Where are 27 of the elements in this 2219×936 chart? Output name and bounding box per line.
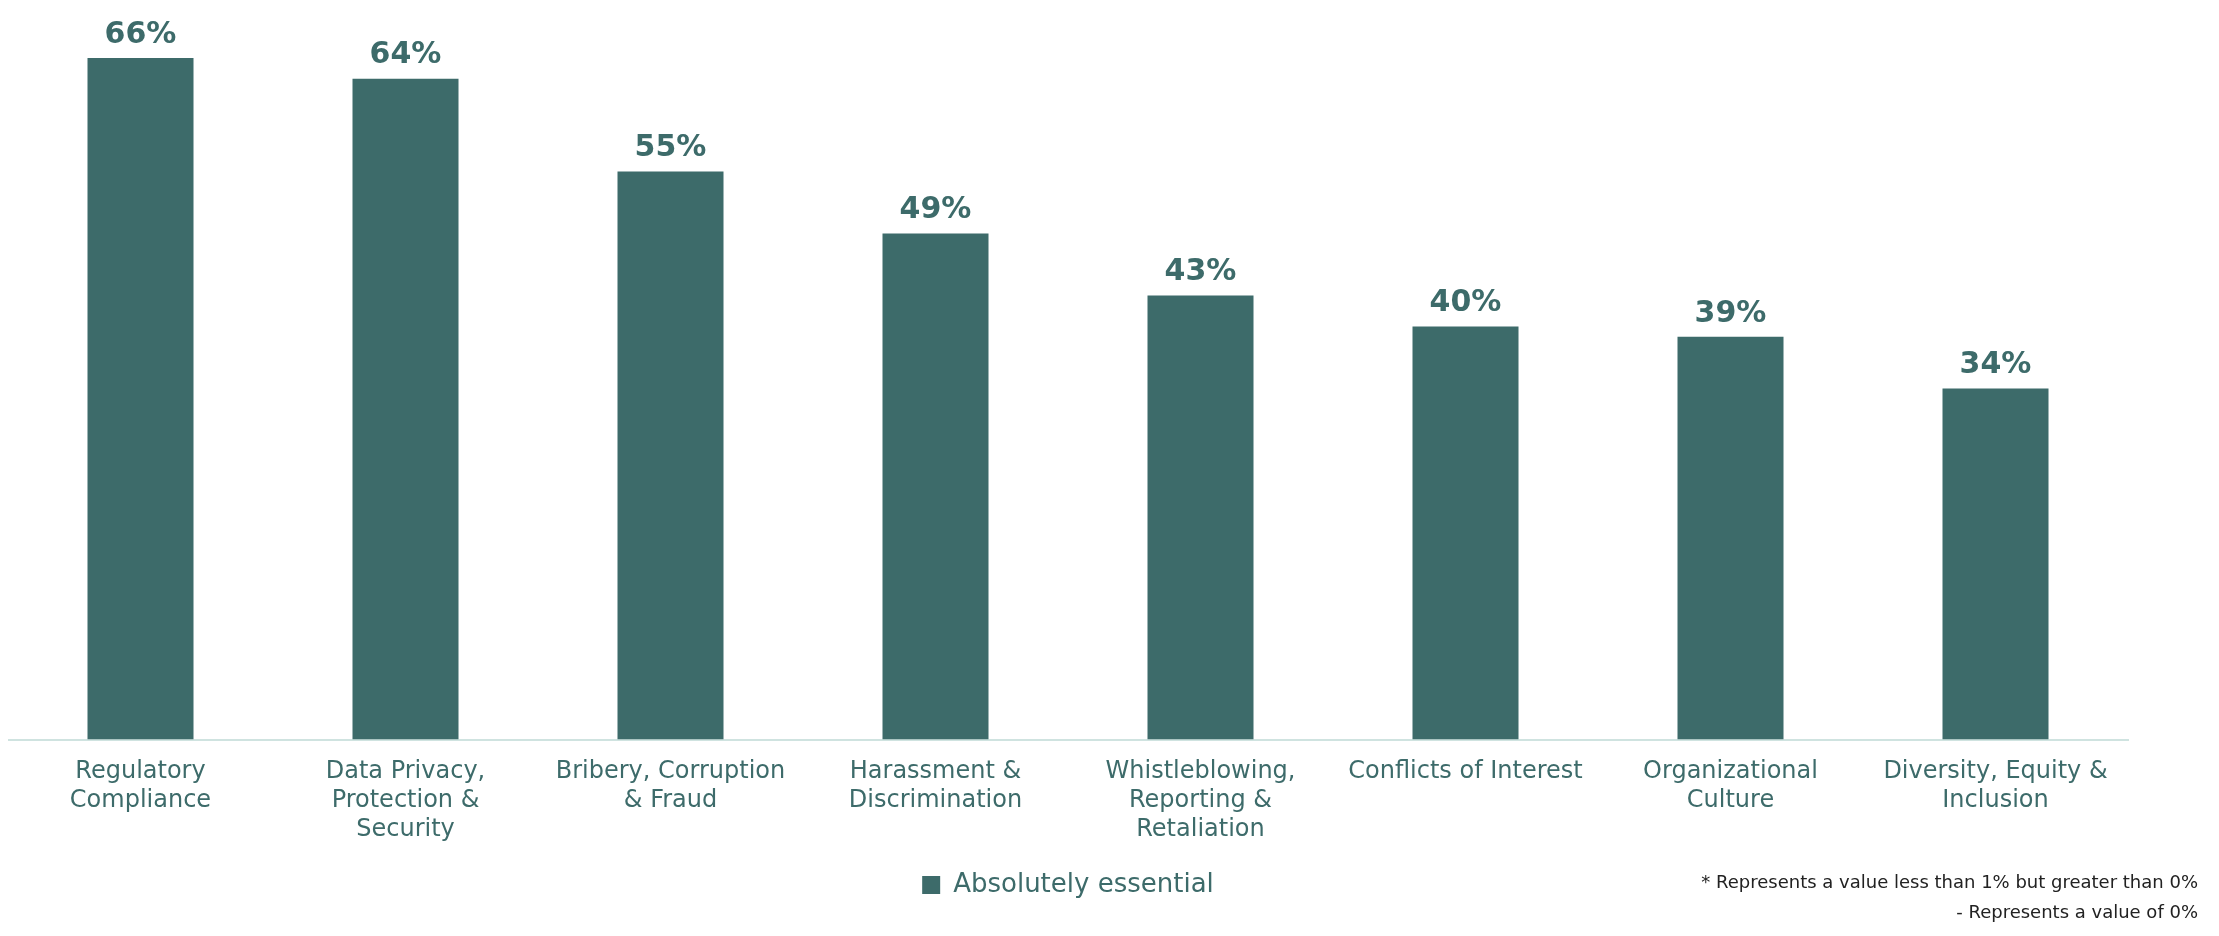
data-label: 40% bbox=[1429, 283, 1502, 319]
data-label: 64% bbox=[369, 35, 442, 71]
bar bbox=[617, 171, 724, 740]
bar bbox=[1147, 295, 1254, 740]
bar bbox=[1942, 388, 2049, 740]
data-label: 49% bbox=[899, 190, 972, 226]
data-label: 34% bbox=[1959, 345, 2032, 381]
text: * Represents a value less than 1% but greater than 0% bbox=[1701, 871, 2198, 892]
data-label: 55% bbox=[634, 128, 707, 164]
bar bbox=[1412, 326, 1519, 740]
bar bbox=[352, 78, 459, 740]
bar bbox=[1677, 336, 1784, 740]
legend-label: Absolutely essential bbox=[953, 867, 1214, 898]
x-tick-label: Data Privacy, Protection & Security bbox=[325, 756, 486, 842]
x-tick-label: Conflicts of Interest bbox=[1348, 756, 1583, 785]
bar bbox=[87, 58, 194, 740]
x-tick-label: Bribery, Corruption & Fraud bbox=[555, 756, 786, 814]
data-label: 39% bbox=[1694, 293, 1767, 329]
bar bbox=[882, 233, 989, 740]
x-tick-label: Diversity, Equity & Inclusion bbox=[1883, 756, 2108, 814]
data-label: 66% bbox=[104, 14, 177, 50]
x-tick-label: Whistleblowing, Reporting & Retaliation bbox=[1105, 756, 1296, 842]
text: - Represents a value of 0% bbox=[1956, 901, 2198, 922]
x-tick-label: Harassment & Discrimination bbox=[848, 756, 1023, 814]
x-tick-label: Organizational Culture bbox=[1643, 756, 1818, 814]
x-tick-label: Regulatory Compliance bbox=[69, 756, 212, 814]
data-label: 43% bbox=[1164, 252, 1237, 288]
